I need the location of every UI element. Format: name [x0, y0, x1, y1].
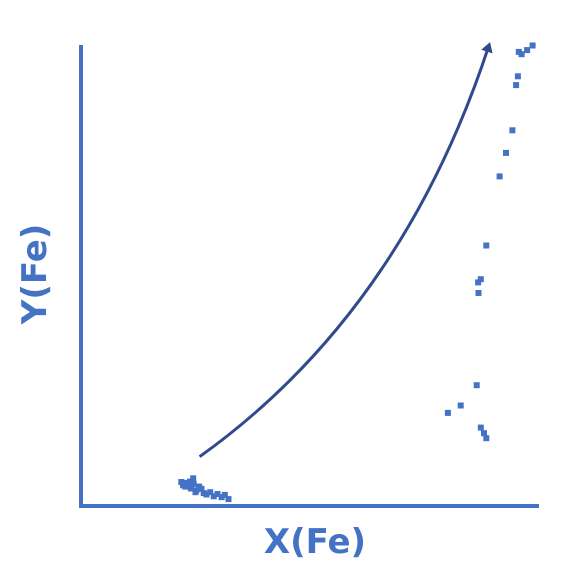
data-point	[187, 478, 193, 485]
data-point	[475, 290, 482, 296]
data-point	[481, 430, 487, 437]
data-point	[444, 409, 451, 416]
data-point	[529, 42, 536, 49]
data-point	[180, 482, 187, 489]
data-point	[207, 489, 214, 496]
data-point	[483, 242, 490, 249]
data-point	[457, 402, 464, 409]
data-point	[524, 47, 531, 54]
data-point	[196, 483, 203, 490]
axes	[79, 45, 539, 508]
points-layer	[178, 42, 536, 503]
data-point	[513, 82, 520, 89]
data-point	[214, 491, 221, 497]
data-point	[178, 479, 185, 485]
data-point	[483, 435, 490, 442]
trend-arrow	[198, 42, 493, 458]
data-point	[186, 482, 193, 489]
data-point	[475, 279, 482, 286]
data-point	[514, 73, 521, 80]
data-point	[187, 485, 194, 492]
data-point	[496, 173, 503, 180]
data-point	[518, 51, 525, 58]
data-point	[473, 382, 480, 389]
data-point	[503, 149, 509, 156]
data-point	[200, 490, 207, 497]
x-axis-label: X(Fe)	[264, 522, 366, 562]
data-point	[477, 276, 484, 283]
data-point	[218, 494, 225, 501]
data-point	[190, 480, 197, 487]
data-point	[221, 491, 228, 498]
data-point	[192, 489, 199, 496]
data-point	[190, 475, 197, 482]
y-axis-label: Y(Fe)	[15, 224, 55, 326]
data-point	[225, 496, 232, 503]
data-point	[210, 493, 217, 500]
data-point	[477, 424, 484, 431]
data-point	[509, 127, 516, 134]
